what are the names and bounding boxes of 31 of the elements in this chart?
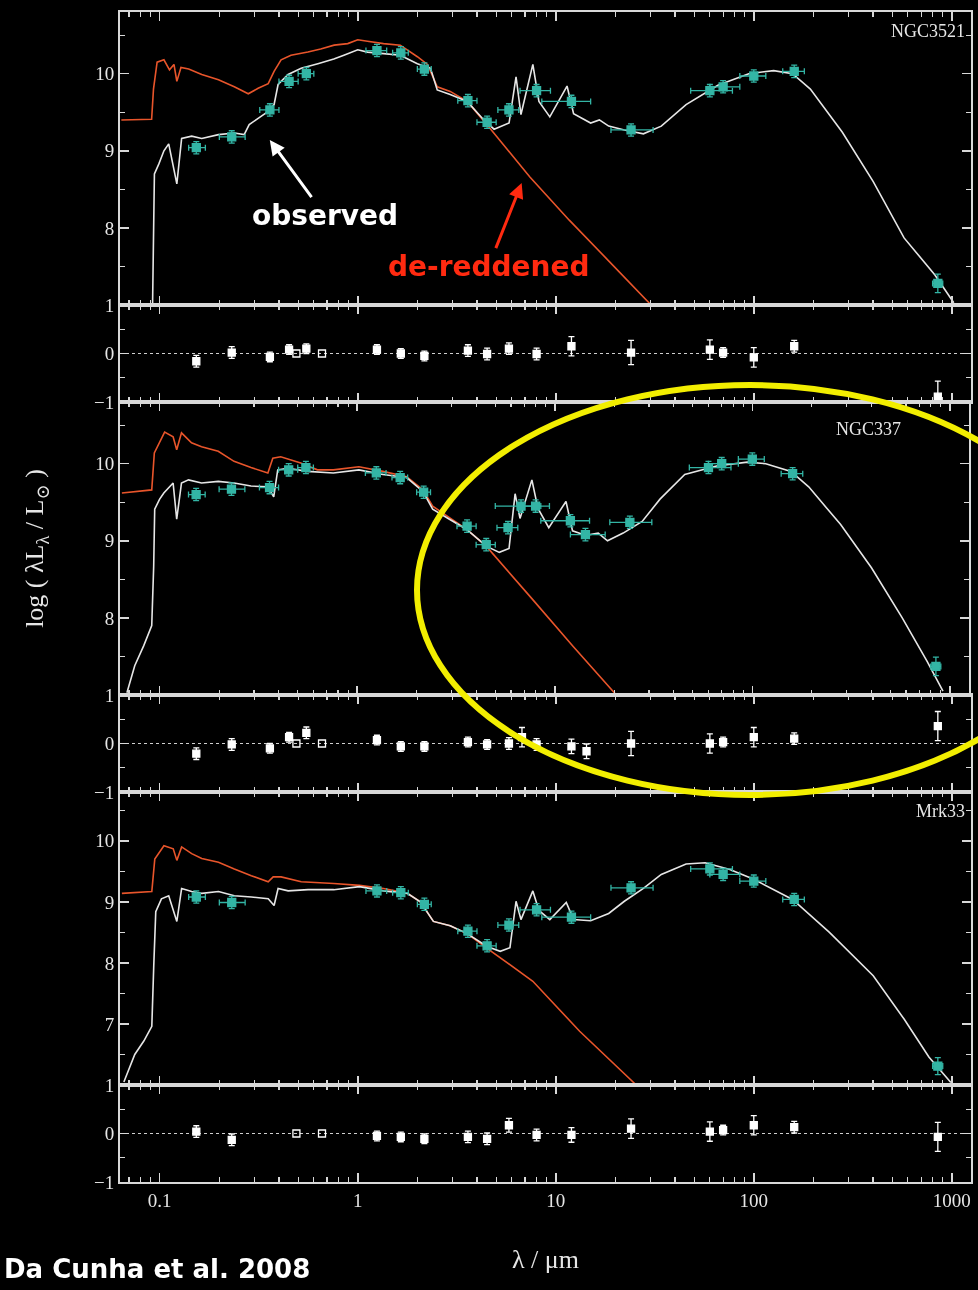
y-tick-label: −1 (93, 1171, 115, 1193)
annotation: observed (252, 199, 399, 232)
y-tick-label: 10 (95, 453, 115, 475)
annotation: de-reddened (388, 250, 590, 283)
text: Da Cunha et al. 2008 (4, 1254, 311, 1284)
x-tick-label: 10 (546, 1189, 566, 1211)
x-axis-title: λ / μm (512, 1245, 579, 1274)
y-tick-label: 1 (104, 1074, 115, 1096)
y-tick-label: 0 (104, 1123, 115, 1145)
y-tick-label: 0 (104, 343, 115, 365)
y-tick-label: 8 (104, 952, 115, 974)
x-tick-label: 1000 (932, 1189, 971, 1211)
y-tick-label: 9 (104, 891, 115, 913)
text: Mrk33 (916, 801, 965, 821)
y-tick-label: −1 (93, 781, 115, 803)
x-tick-label: 0.1 (147, 1189, 172, 1211)
y-tick-label: 0 (104, 733, 115, 755)
text: NGC337 (836, 419, 902, 439)
y-tick-label: 8 (104, 217, 115, 239)
y-tick-label: 9 (104, 140, 115, 162)
x-tick-label: 100 (739, 1189, 769, 1211)
x-tick-label: 1 (353, 1189, 363, 1211)
y-tick-label: 10 (95, 63, 115, 85)
y-tick-label: 9 (104, 530, 115, 552)
y-tick-label: 8 (104, 607, 115, 629)
y-tick-label: 1 (104, 684, 115, 706)
y-tick-label: 10 (95, 830, 115, 852)
y-tick-label: 1 (104, 294, 115, 316)
text: NGC3521 (891, 21, 966, 41)
y-tick-label: −1 (93, 391, 115, 413)
y-tick-label: 7 (104, 1013, 115, 1035)
